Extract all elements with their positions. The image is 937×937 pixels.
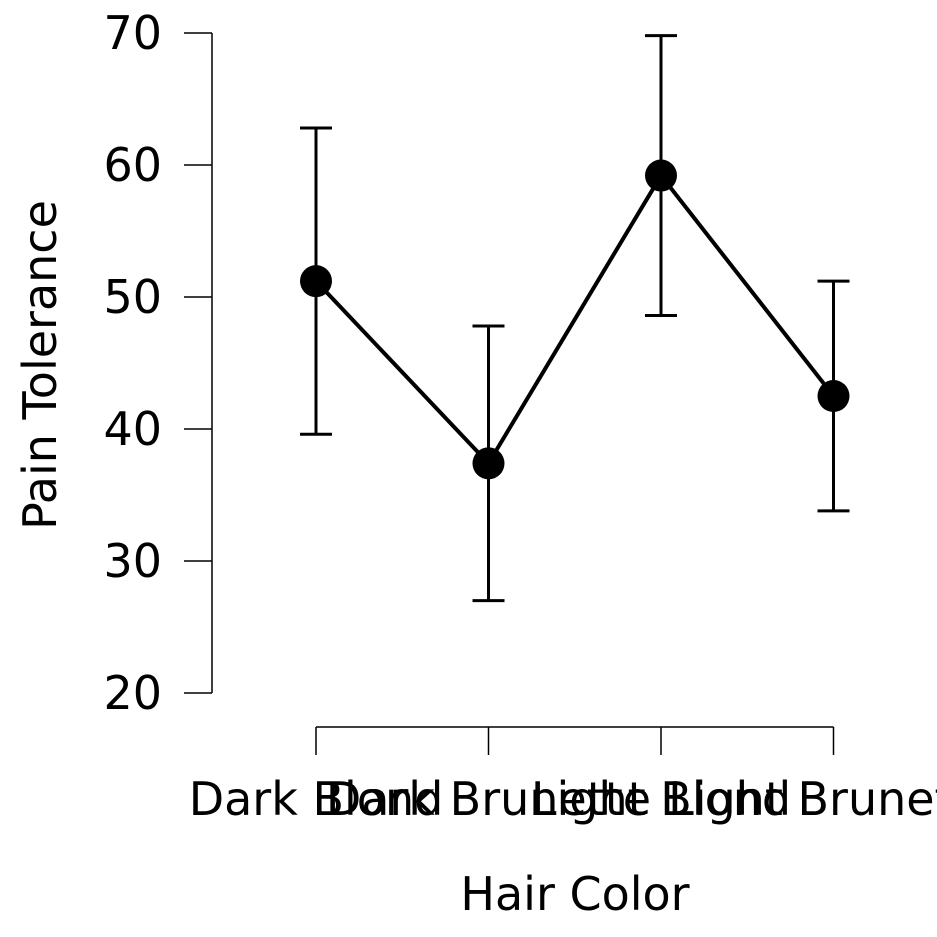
y-tick-label: 30 <box>103 534 162 588</box>
x-tick-label: Dark Brunette <box>326 772 651 826</box>
x-axis-title: Hair Color <box>460 867 689 921</box>
y-tick-label: 20 <box>103 666 162 720</box>
data-point <box>645 159 677 192</box>
y-tick-label: 50 <box>103 270 162 324</box>
y-axis-title: Pain Tolerance <box>13 200 67 530</box>
x-tick-label: Dark Blond <box>189 772 444 826</box>
points-group <box>300 159 850 480</box>
y-tick-label: 40 <box>103 402 162 456</box>
x-tick-label: Light Brunette <box>668 772 937 826</box>
y-axis: 20 30 40 50 60 70 <box>103 6 213 720</box>
data-point <box>817 380 850 412</box>
x-tick-label: Light Blond <box>531 772 791 826</box>
series-line-group <box>314 172 836 467</box>
y-tick-label: 70 <box>103 6 162 60</box>
y-tick-label: 60 <box>103 138 162 192</box>
data-point <box>300 265 332 298</box>
series-line <box>314 172 836 467</box>
data-point <box>472 447 505 480</box>
